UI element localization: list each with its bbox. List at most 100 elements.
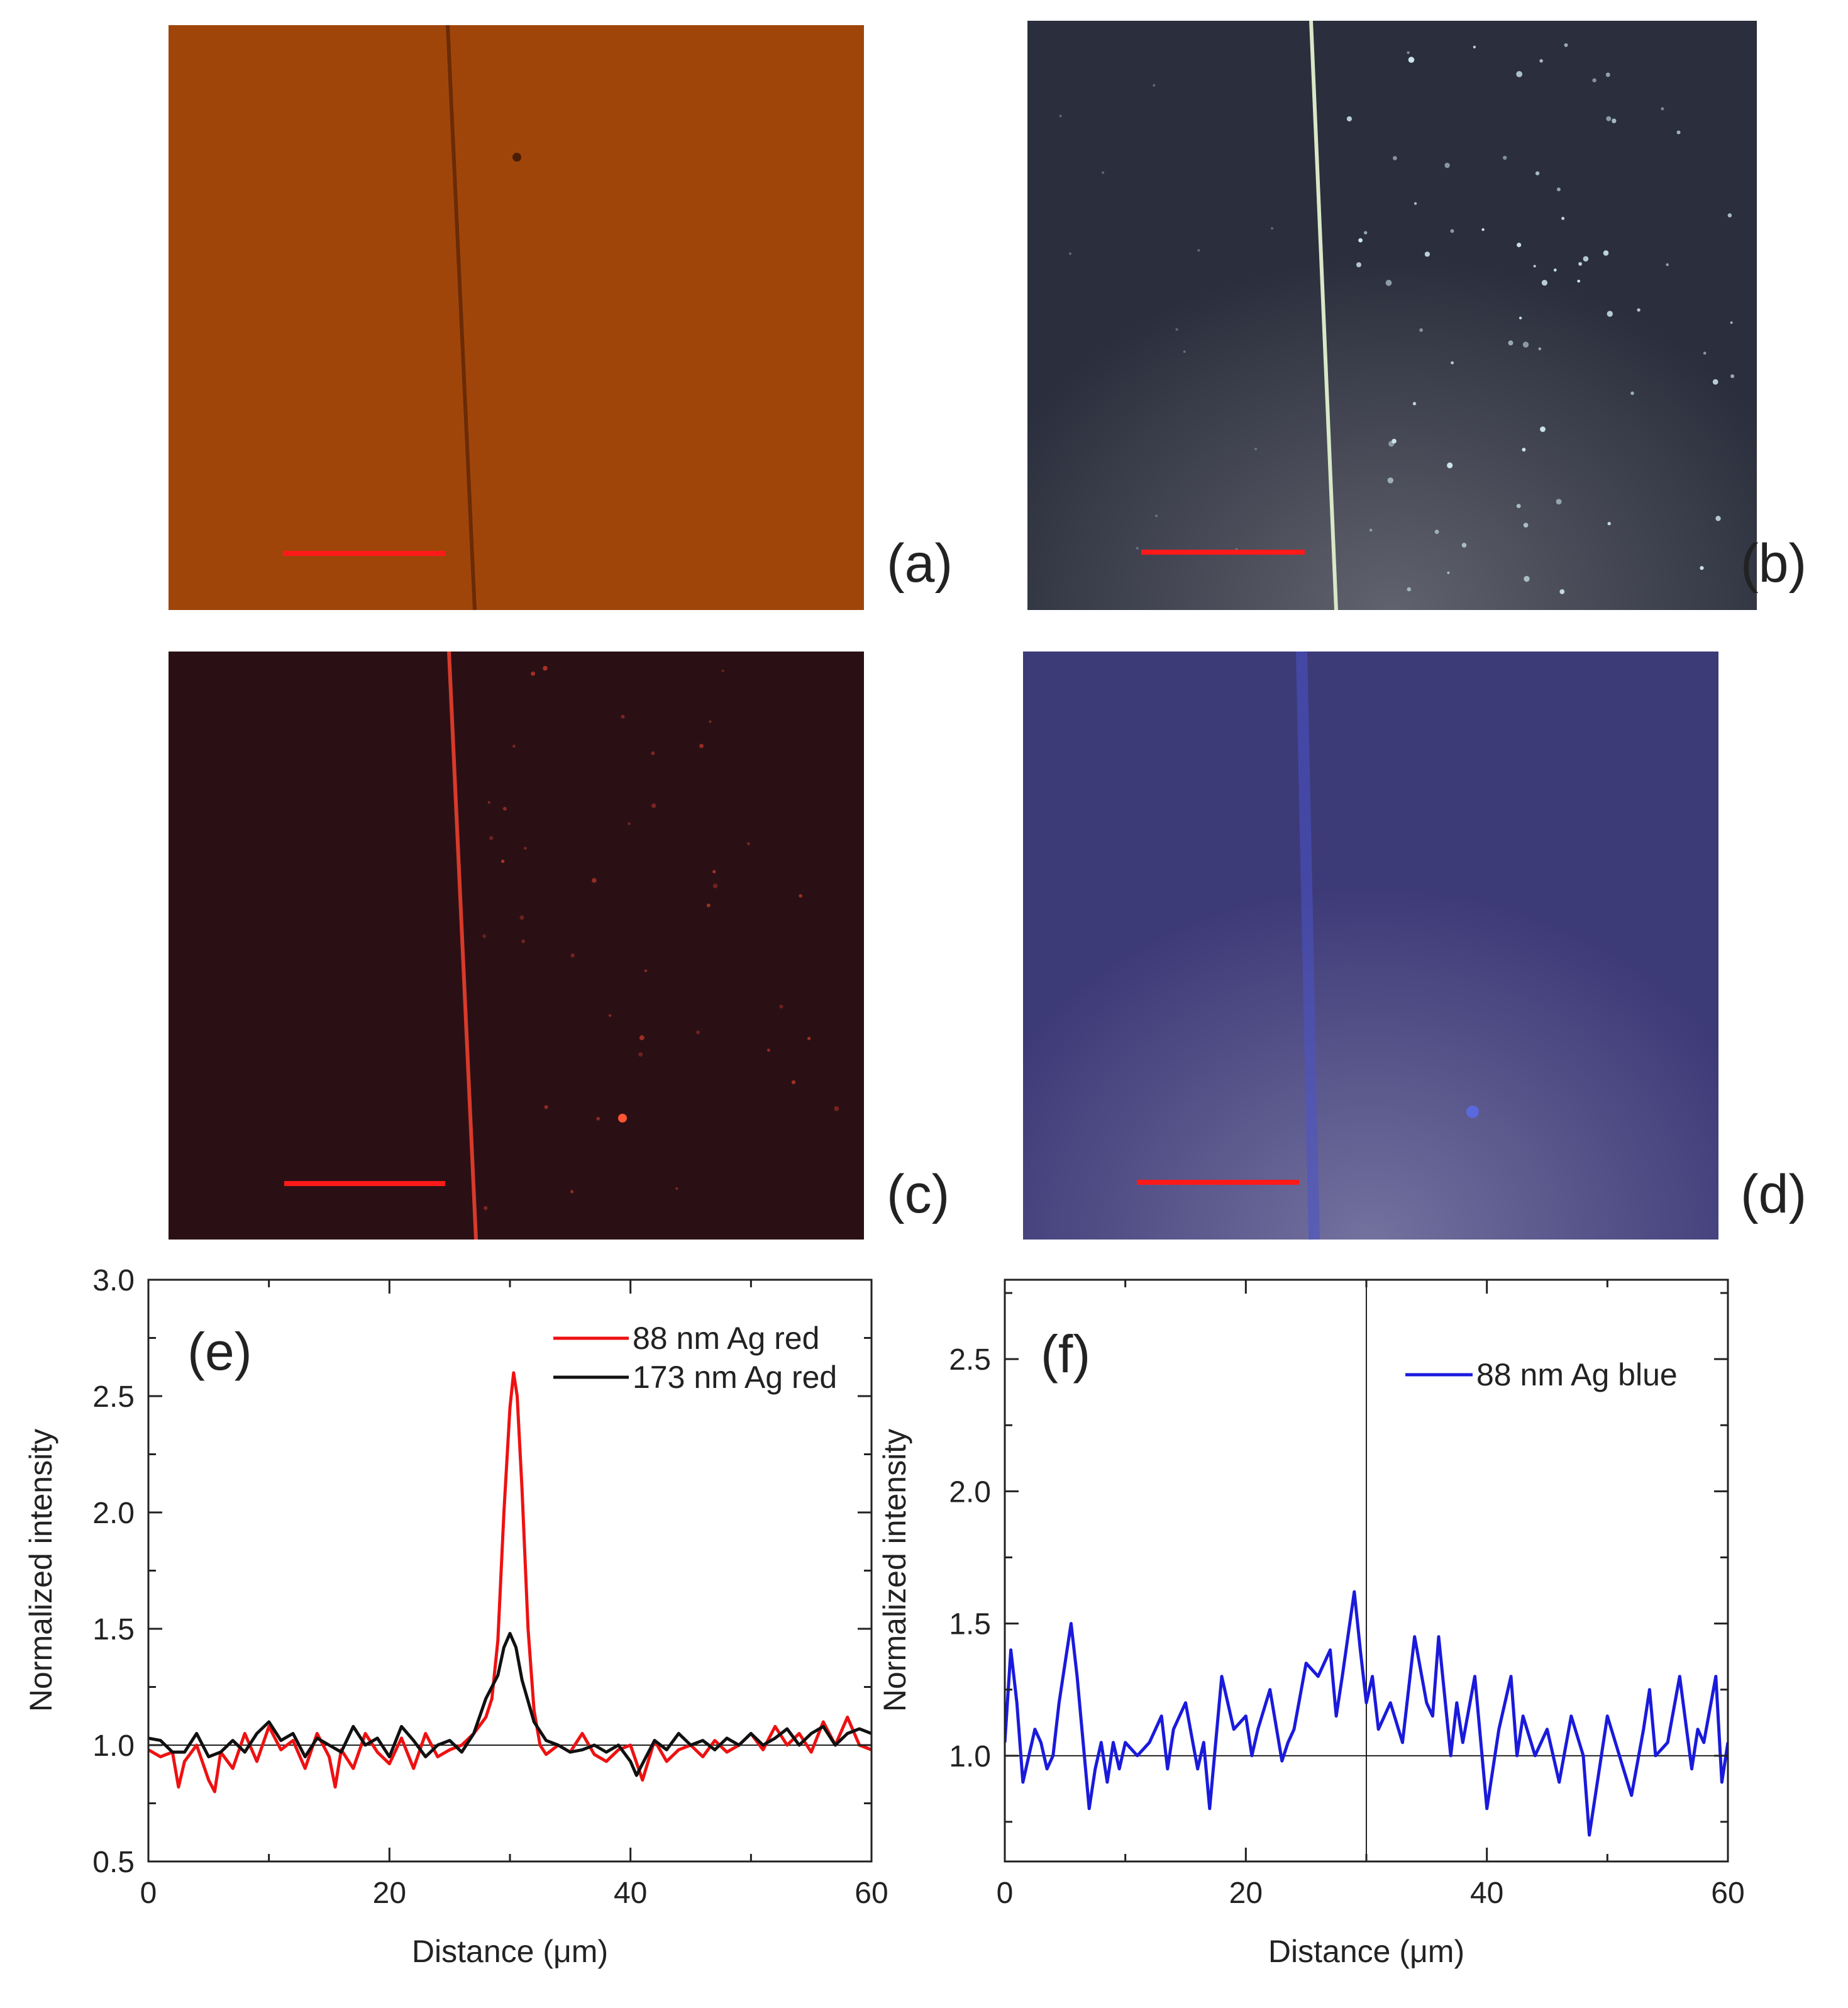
- photo-a: (a): [169, 25, 953, 611]
- x-tick-label: 20: [373, 1877, 406, 1910]
- x-tick-label: 20: [1229, 1877, 1263, 1910]
- particle: [651, 751, 655, 755]
- photo-d-bright-spot: [1466, 1106, 1479, 1118]
- particle: [1356, 262, 1361, 267]
- photo-a-fiber-line: [446, 25, 477, 611]
- particle: [1517, 242, 1522, 248]
- particle: [834, 1106, 839, 1111]
- particle: [651, 803, 656, 808]
- particle: [1392, 438, 1397, 444]
- x-tick-label: 40: [1470, 1877, 1503, 1910]
- particle: [1385, 279, 1392, 286]
- y-tick-label: 1.5: [949, 1608, 991, 1641]
- particle: [1607, 521, 1611, 526]
- particle: [712, 870, 716, 874]
- particle: [791, 1080, 796, 1084]
- particle: [709, 720, 712, 723]
- particle: [1254, 448, 1257, 450]
- particle: [1730, 321, 1733, 324]
- particle: [484, 1206, 488, 1211]
- particle: [675, 1187, 678, 1190]
- particle: [1473, 45, 1476, 49]
- particle: [1676, 130, 1681, 135]
- particle: [767, 1048, 770, 1052]
- particle: [1603, 250, 1609, 256]
- chart-e-panel-label: (e): [187, 1322, 252, 1381]
- particle: [1561, 216, 1565, 220]
- photo-c: (c): [169, 651, 949, 1240]
- particle: [1407, 587, 1412, 592]
- particle: [1727, 213, 1732, 218]
- particle: [1516, 504, 1521, 508]
- particle: [1412, 402, 1417, 406]
- y-tick-label: 1.0: [92, 1729, 135, 1763]
- y-tick-label: 2.0: [949, 1475, 991, 1509]
- particle: [638, 1052, 643, 1057]
- x-tick-label: 60: [855, 1877, 888, 1910]
- photo-d: (d): [1023, 651, 1807, 1240]
- particle: [531, 671, 536, 676]
- particle: [524, 846, 527, 850]
- y-tick-label: 1.0: [949, 1740, 991, 1773]
- series-line-1: [148, 1631, 871, 1777]
- series-line-0: [1005, 1590, 1728, 1837]
- particle: [1637, 308, 1641, 312]
- photo-a-defect-dot: [512, 153, 521, 162]
- particle: [1102, 171, 1105, 174]
- photo-d-fiber-line: [1296, 651, 1320, 1240]
- particle: [482, 934, 486, 938]
- particle: [1605, 72, 1610, 77]
- particle: [1197, 249, 1200, 252]
- particle: [1612, 118, 1617, 123]
- particle: [544, 1105, 548, 1109]
- particle: [1564, 43, 1568, 47]
- particle: [779, 1004, 783, 1009]
- chart-e-x-axis-title: Distance (μm): [412, 1934, 608, 1969]
- chart-f-y-axis-title: Normalized intensity: [877, 1429, 912, 1712]
- photo-c-particles: [482, 665, 839, 1211]
- particle: [608, 1014, 612, 1018]
- particle: [1450, 229, 1454, 233]
- particle: [1481, 228, 1485, 231]
- y-tick-label: 1.5: [92, 1613, 135, 1646]
- particle: [1346, 116, 1352, 122]
- x-tick-label: 0: [997, 1877, 1014, 1910]
- particle: [1522, 341, 1529, 348]
- particle: [1358, 238, 1363, 243]
- particle: [519, 915, 524, 920]
- particle: [1666, 263, 1669, 267]
- y-tick-label: 2.0: [92, 1497, 135, 1530]
- particle: [1461, 543, 1467, 548]
- particle: [1538, 347, 1542, 350]
- legend-label-88nm-blue: 88 nm Ag blue: [1476, 1357, 1678, 1392]
- particle: [487, 801, 490, 804]
- particle: [1419, 328, 1424, 332]
- chart-e-y-axis-title: Normalized intensity: [23, 1429, 58, 1712]
- particle: [721, 669, 724, 672]
- particle: [1069, 252, 1071, 255]
- particle: [543, 665, 548, 671]
- particle: [1541, 280, 1547, 286]
- particle: [1136, 546, 1139, 550]
- particle: [1516, 71, 1523, 77]
- particle: [1155, 514, 1158, 518]
- particle: [1606, 116, 1612, 121]
- chart-f-legend: 88 nm Ag blue: [1405, 1357, 1678, 1392]
- photo-b-particles: [1059, 43, 1735, 594]
- x-tick-label: 60: [1711, 1877, 1744, 1910]
- particle: [1559, 589, 1565, 594]
- photo-c-label: (c): [887, 1164, 949, 1224]
- particle: [1553, 269, 1557, 272]
- y-tick-label: 2.5: [949, 1343, 991, 1377]
- particle: [1387, 477, 1393, 484]
- particle: [1444, 162, 1450, 169]
- photo-a-background: [169, 25, 864, 610]
- particle: [1447, 462, 1453, 469]
- photo-b-fiber-line: [1309, 20, 1338, 611]
- particle: [512, 745, 516, 748]
- chart-e-legend: 88 nm Ag red 173 nm Ag red: [553, 1321, 837, 1395]
- particle: [1447, 571, 1450, 574]
- particle: [1183, 350, 1186, 353]
- particle: [1712, 379, 1718, 385]
